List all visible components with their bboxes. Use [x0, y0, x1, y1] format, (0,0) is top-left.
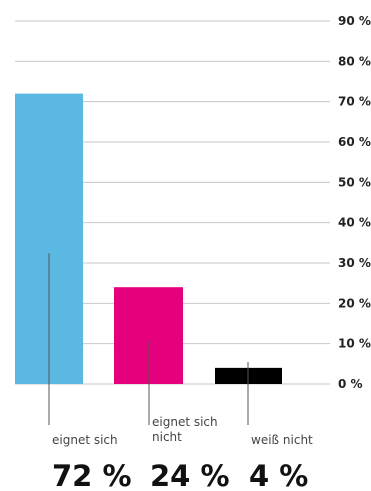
y-tick-label-30: 30 % — [338, 256, 371, 270]
y-tick-label-70: 70 % — [338, 95, 371, 109]
y-tick-label-50: 50 % — [338, 175, 371, 189]
y-tick-label-60: 60 % — [338, 135, 371, 149]
y-tick-label-0: 0 % — [338, 377, 363, 391]
value-labels: 72 % 24 % 4 % — [52, 459, 308, 491]
y-tick-label-40: 40 % — [338, 216, 371, 230]
y-tick-label-20: 20 % — [338, 296, 371, 310]
value-label-1: 72 % — [52, 459, 132, 491]
y-tick-label-10: 10 % — [338, 337, 371, 351]
category-label-2: eignet sich nicht — [152, 415, 218, 444]
category-label-2-line-2: nicht — [152, 430, 182, 444]
y-axis-tick-labels: 0 % 10 % 20 % 30 % 40 % 50 % 60 % 70 % 80 % 90 % — [338, 14, 371, 391]
value-label-2: 24 % — [150, 459, 230, 491]
category-label-3-line-1: weiß nicht — [251, 433, 313, 447]
value-label-3: 4 % — [249, 459, 308, 491]
category-label-2-line-1: eignet sich — [152, 415, 218, 429]
y-tick-label-90: 90 % — [338, 14, 371, 28]
category-label-1-line-1: eignet sich — [52, 433, 118, 447]
category-label-3: weiß nicht — [251, 433, 313, 447]
leader-lines — [48, 253, 249, 425]
y-tick-label-80: 80 % — [338, 54, 371, 68]
category-label-1: eignet sich — [52, 433, 118, 447]
